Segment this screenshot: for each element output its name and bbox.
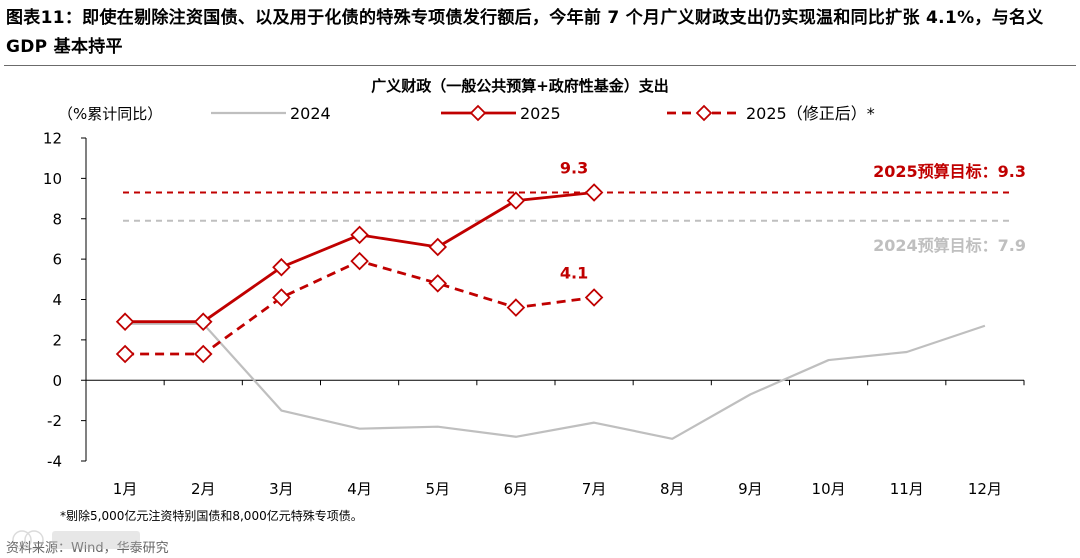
y-tick-label: 2 [52,331,62,349]
reference-lines: 2025预算目标：9.3 2024预算目标：7.9 [123,162,1026,255]
data-label: 9.3 [560,159,588,178]
chart-title: 广义财政（一般公共预算+政府性基金）支出 [371,77,669,95]
data-point-marker [115,312,135,331]
y-tick-label: 6 [52,251,62,269]
data-point-marker [428,237,448,257]
data-point-marker [584,183,604,202]
y-tick-label: 12 [43,130,62,148]
chart-legend: 2024 2025 2025（修正后）* [211,104,875,123]
legend-label: 2025 [520,104,561,123]
y-tick-label: -2 [47,412,62,430]
data-point-marker [193,312,213,331]
y-tick-label: 8 [52,210,62,228]
x-tick-label: 1月 [113,480,138,498]
y-tick-label: -4 [47,453,62,471]
x-tick-label: 9月 [738,480,763,498]
legend-label: 2024 [290,104,331,123]
x-tick-label: 8月 [660,480,685,498]
legend-marker [469,104,487,122]
data-point-marker [272,257,291,277]
figure-header: 图表11：即使在剔除注资国债、以及用于化债的特殊专项债发行额后，今年前 7 个月… [6,4,1074,62]
y-tick-label: 10 [43,170,62,188]
header-divider [4,65,1076,66]
x-tick-label: 11月 [890,480,924,498]
footnote: *剔除5,000亿元注资特别国债和8,000亿元特殊专项债。 [60,509,363,523]
data-label: 4.1 [560,263,588,282]
chart-axes: -4 -2 0 2 4 6 8 10 12 1月 2月 3月 4月 5月 6月 7月 8月 9月 10月 11月 12月 [43,130,1025,498]
x-tick-label: 4月 [347,480,372,498]
data-point-marker [428,274,448,293]
data-point-marker [115,344,135,364]
x-tick-label: 3月 [269,480,294,498]
x-tick-label: 2月 [191,480,216,498]
legend-marker [695,104,713,122]
data-labels: 9.3 4.1 [560,159,588,283]
data-point-marker [584,288,604,307]
data-point-marker [506,298,526,317]
figure-title: 即使在剔除注资国债、以及用于化债的特殊专项债发行额后，今年前 7 个月广义财政支… [6,8,1044,57]
target-label: 2025预算目标：9.3 [873,162,1026,181]
data-point-marker [350,225,369,245]
data-point-marker [506,191,526,210]
series-layer [115,183,986,440]
y-tick-label: 0 [52,372,62,390]
series-line [125,322,986,440]
x-tick-label: 12月 [968,480,1002,498]
target-label: 2024预算目标：7.9 [873,236,1026,255]
data-point-marker [350,251,369,271]
x-tick-label: 6月 [504,480,529,498]
legend-label: 2025（修正后）* [746,104,875,123]
x-tick-label: 10月 [812,480,846,498]
x-tick-label: 7月 [582,480,607,498]
source-note: 资料来源：Wind，华泰研究 [6,537,169,556]
data-point-marker [193,344,213,364]
watermark-logo [12,530,140,550]
data-point-marker [272,288,291,307]
figure-label: 图表11： [6,8,83,28]
y-tick-label: 4 [52,291,62,309]
y-axis-label: （%累计同比） [58,105,162,123]
x-tick-label: 5月 [425,480,450,498]
